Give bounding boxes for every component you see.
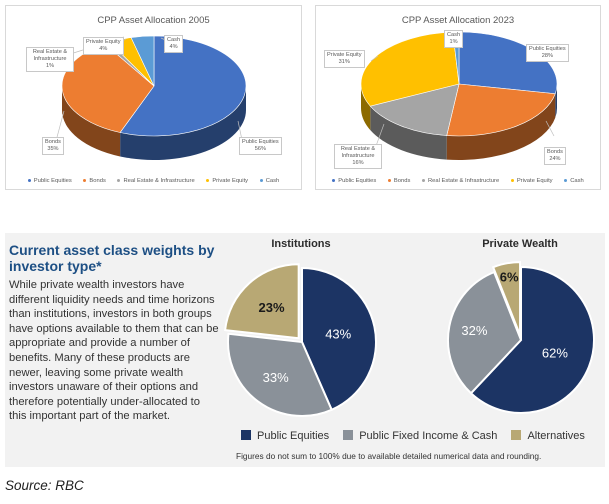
data-label-public-equities: 43% — [325, 326, 351, 341]
chart-panel-2005: CPP Asset Allocation 2005 Cash 4% Private… — [5, 5, 302, 190]
investor-pie-charts: 43% 33% 23% 62% 32% 6% — [224, 261, 595, 417]
chart-title-2005: CPP Asset Allocation 2005 — [97, 15, 210, 26]
callout-private-equity-2023: Private Equity 31% — [324, 50, 365, 68]
legend-item: Public Equities — [332, 178, 376, 184]
legend-item: Public Equities — [27, 178, 72, 184]
pie-slice-public-equities — [119, 35, 247, 137]
pie-side-bonds — [446, 93, 556, 160]
pie-chart-2005 — [55, 35, 247, 161]
pie-side-public-equities — [555, 84, 557, 118]
panel-heading: Current asset class weights by investor … — [9, 242, 215, 274]
data-label-public-fixed-income-cash: 33% — [263, 370, 289, 385]
legend-item: Bonds — [83, 178, 106, 184]
legend-swatch — [387, 178, 391, 182]
data-label-alternatives: 23% — [259, 300, 285, 315]
legend-item: Private Equity — [206, 178, 248, 184]
legend-swatch — [343, 430, 354, 440]
legend-item: Bonds — [387, 178, 410, 184]
pie-side-bonds — [62, 86, 121, 157]
legend-item: Alternatives — [511, 430, 585, 442]
investor-type-panel: Current asset class weights by investor … — [5, 233, 605, 467]
leader-line — [237, 120, 243, 141]
pie-side-public-equities — [120, 86, 246, 161]
leader-line — [55, 110, 65, 142]
callout-public-equities-2005: Public Equities 56% — [239, 137, 282, 155]
legend-item: Public Equities — [241, 430, 329, 442]
legend-item: Real Estate & Infrastructure — [421, 178, 499, 184]
callout-real-estate-2023: Real Estate & Infrastructure 16% — [334, 144, 382, 169]
legend-swatch — [564, 178, 568, 182]
chart-panel-2023: CPP Asset Allocation 2023 Cash 1% Private… — [315, 5, 601, 190]
panel-body-text: While private wealth investors have diff… — [9, 279, 219, 423]
callout-cash-2005: Cash 4% — [164, 35, 184, 53]
legend-swatch — [511, 430, 522, 440]
legend-2023: Public Equities Bonds Real Estate & Infr… — [316, 178, 600, 184]
data-label-public-equities: 62% — [542, 345, 568, 360]
legend-swatch — [27, 178, 31, 182]
pie-slice-real-estate-infrastructure — [369, 83, 460, 136]
callout-public-equities-2023: Public Equities 28% — [526, 44, 569, 62]
leader-line — [375, 123, 385, 147]
data-label-alternatives: 6% — [500, 270, 519, 285]
pie-side-real-estate-infrastructure — [370, 106, 447, 160]
pie-slice-public-fixed-income-cash — [447, 270, 523, 395]
legend-item: Cash — [564, 178, 584, 184]
callout-bonds-2023: Bonds 24% — [544, 147, 566, 165]
chart-title-2023: CPP Asset Allocation 2023 — [401, 15, 515, 26]
callout-cash-2023: Cash 1% — [444, 30, 464, 48]
source-credit: Source: RBC — [5, 478, 84, 493]
data-label-public-fixed-income-cash: 32% — [461, 323, 487, 338]
legend-swatch — [117, 178, 121, 182]
pie-slice-public-fixed-income-cash — [227, 332, 333, 417]
legend-swatch — [241, 430, 251, 440]
callout-bonds-2005: Bonds 35% — [42, 137, 64, 155]
callout-private-equity-2005: Private Equity 4% — [83, 37, 124, 55]
leader-line — [370, 55, 379, 62]
legend-swatch — [421, 178, 425, 182]
pie-slice-public-equities — [458, 31, 558, 95]
pie-slice-cash — [130, 35, 155, 87]
callout-real-estate-2005: Real Estate & Infrastructure 1% — [26, 47, 74, 72]
legend-item: Cash — [259, 178, 279, 184]
pie-slice-public-equities — [301, 266, 377, 412]
legend-item: Real Estate & Infrastructure — [117, 178, 195, 184]
legend-item: Public Fixed Income & Cash — [343, 430, 497, 442]
legend-swatch — [259, 178, 263, 182]
legend-swatch — [206, 178, 210, 182]
legend-swatch — [332, 178, 336, 182]
pie-title-institutions: Institutions — [271, 238, 331, 250]
legend-item: Private Equity — [510, 178, 553, 184]
legend-2005: Public Equities Bonds Real Estate & Infr… — [6, 178, 301, 184]
pie-slice-alternatives — [491, 261, 522, 336]
pie-slice-bonds — [446, 83, 556, 137]
legend-investor: Public Equities Public Fixed Income & Ca… — [241, 430, 596, 442]
footnote: Figures do not sum to 100% due to availa… — [236, 451, 542, 461]
legend-swatch — [83, 178, 87, 182]
pie-slice-alternatives — [224, 263, 300, 340]
pie-slice-public-equities — [469, 265, 595, 414]
pie-title-private-wealth: Private Wealth — [482, 238, 558, 250]
pie-slice-private-equity — [360, 31, 460, 107]
leader-line — [545, 120, 555, 137]
legend-swatch — [510, 178, 514, 182]
